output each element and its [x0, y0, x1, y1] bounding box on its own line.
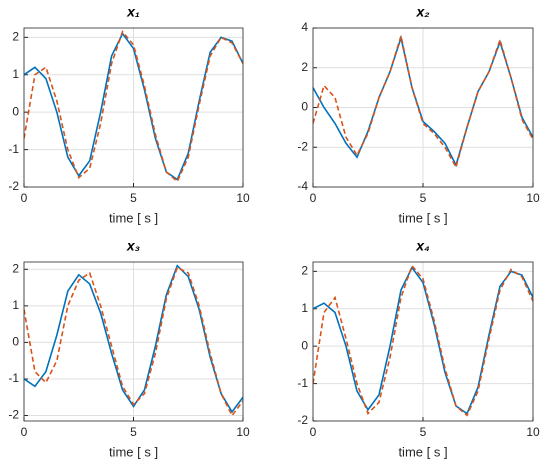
- x-axis-label: time [ s ]: [398, 210, 447, 225]
- axes-box: [312, 27, 534, 188]
- y-tick-label: 2: [12, 30, 19, 44]
- y-tick-label: 0: [12, 104, 19, 118]
- series-line: [313, 32, 533, 170]
- x-tick-label: 10: [236, 425, 250, 439]
- x-tick-label: 5: [130, 191, 137, 205]
- y-tick-label: 4: [301, 20, 308, 34]
- y-tick-label: 2: [301, 60, 308, 74]
- x-tick-label: 5: [420, 425, 427, 439]
- y-tick-label: -4: [297, 179, 308, 193]
- series-line: [24, 30, 243, 183]
- series-line: [313, 266, 533, 415]
- y-tick-label: -2: [8, 408, 19, 422]
- x-tick-label: 0: [21, 425, 28, 439]
- y-tick-label: 2: [12, 261, 19, 275]
- x-tick-label: 0: [310, 191, 317, 205]
- x-tick-label: 10: [526, 191, 540, 205]
- y-tick-label: -2: [297, 413, 308, 427]
- chart-title: x₁: [126, 4, 140, 20]
- chart-title: x₄: [415, 238, 429, 254]
- axes-box: [23, 27, 244, 188]
- series-line: [24, 264, 243, 414]
- y-tick-label: -1: [297, 376, 308, 390]
- y-tick-label: 1: [12, 67, 19, 81]
- y-tick-label: -1: [8, 142, 19, 156]
- axes-box: [23, 261, 244, 422]
- chart-title: x₃: [126, 238, 140, 254]
- x-axis-label: time [ s ]: [109, 444, 158, 459]
- y-tick-label: 0: [12, 335, 19, 349]
- y-tick-label: -2: [8, 179, 19, 193]
- x-tick-label: 0: [21, 191, 28, 205]
- x-tick-label: 10: [526, 425, 540, 439]
- y-tick-label: 0: [301, 100, 308, 114]
- x-axis-label: time [ s ]: [109, 210, 158, 225]
- y-tick-label: 2: [301, 264, 308, 278]
- y-tick-label: 1: [12, 298, 19, 312]
- x-tick-label: 0: [310, 425, 317, 439]
- series-line: [24, 32, 243, 181]
- series-line: [24, 266, 243, 418]
- x-tick-label: 5: [420, 191, 427, 205]
- series-line: [313, 264, 533, 417]
- x-tick-label: 5: [130, 425, 137, 439]
- y-tick-label: 1: [301, 301, 308, 315]
- y-tick-label: -1: [8, 371, 19, 385]
- x-tick-label: 10: [236, 191, 250, 205]
- y-tick-label: 0: [301, 338, 308, 352]
- x-axis-label: time [ s ]: [398, 444, 447, 459]
- axes-box: [312, 261, 534, 422]
- y-tick-label: -2: [297, 139, 308, 153]
- chart-title: x₂: [415, 4, 429, 20]
